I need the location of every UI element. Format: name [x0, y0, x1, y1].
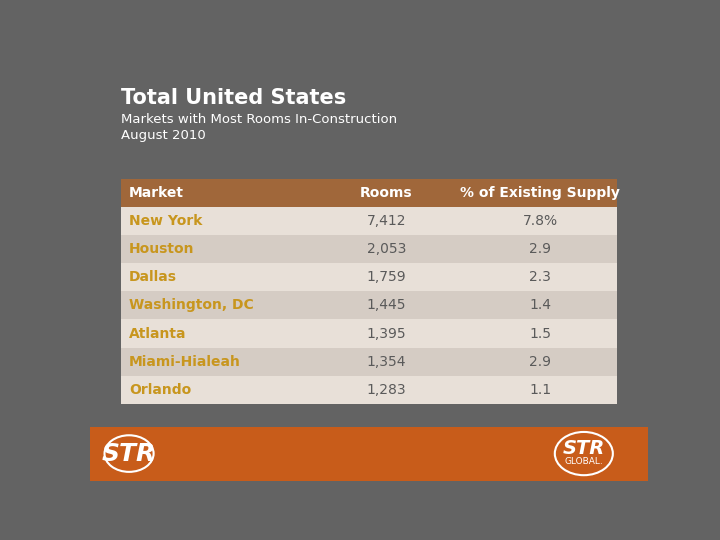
- Bar: [310, 179, 464, 207]
- Text: Miami-Hialeah: Miami-Hialeah: [129, 355, 241, 369]
- Text: 2,053: 2,053: [366, 242, 406, 256]
- Bar: [464, 292, 617, 320]
- Bar: [121, 292, 310, 320]
- Text: Total United States: Total United States: [121, 87, 346, 107]
- Text: 2.9: 2.9: [529, 242, 552, 256]
- Bar: [310, 376, 464, 404]
- Bar: [464, 348, 617, 376]
- Bar: [310, 264, 464, 292]
- Text: % of Existing Supply: % of Existing Supply: [460, 186, 620, 200]
- Bar: [121, 264, 310, 292]
- Text: 1.5: 1.5: [529, 327, 552, 341]
- Text: New York: New York: [129, 214, 202, 228]
- Bar: [310, 235, 464, 264]
- Text: 7.8%: 7.8%: [523, 214, 558, 228]
- Bar: [464, 320, 617, 348]
- Text: Houston: Houston: [129, 242, 194, 256]
- Text: Markets with Most Rooms In-Construction: Markets with Most Rooms In-Construction: [121, 113, 397, 126]
- Bar: [90, 427, 648, 481]
- Text: 7,412: 7,412: [366, 214, 406, 228]
- Bar: [121, 235, 310, 264]
- Text: 2.9: 2.9: [529, 355, 552, 369]
- Bar: [464, 207, 617, 235]
- Text: August 2010: August 2010: [121, 129, 205, 142]
- Bar: [464, 376, 617, 404]
- Bar: [121, 207, 310, 235]
- Text: STR: STR: [563, 439, 605, 458]
- Text: STR: STR: [102, 442, 156, 465]
- Bar: [121, 348, 310, 376]
- Text: Atlanta: Atlanta: [129, 327, 186, 341]
- Bar: [464, 235, 617, 264]
- Text: 1,759: 1,759: [366, 271, 406, 285]
- Text: 1.4: 1.4: [529, 299, 552, 313]
- Text: Orlando: Orlando: [129, 383, 192, 397]
- Text: 1,283: 1,283: [366, 383, 406, 397]
- Text: Market: Market: [129, 186, 184, 200]
- Text: 1,395: 1,395: [366, 327, 406, 341]
- Bar: [121, 320, 310, 348]
- Text: 2.3: 2.3: [529, 271, 552, 285]
- Bar: [310, 320, 464, 348]
- Text: GLOBAL.: GLOBAL.: [564, 457, 603, 467]
- Bar: [121, 376, 310, 404]
- Text: Rooms: Rooms: [360, 186, 413, 200]
- Text: 1,445: 1,445: [366, 299, 406, 313]
- Text: 1,354: 1,354: [366, 355, 406, 369]
- Text: 1.1: 1.1: [529, 383, 552, 397]
- Bar: [310, 348, 464, 376]
- Bar: [121, 179, 310, 207]
- Bar: [464, 179, 617, 207]
- Text: Dallas: Dallas: [129, 271, 177, 285]
- Bar: [310, 207, 464, 235]
- Bar: [310, 292, 464, 320]
- Text: Washington, DC: Washington, DC: [129, 299, 254, 313]
- Bar: [464, 264, 617, 292]
